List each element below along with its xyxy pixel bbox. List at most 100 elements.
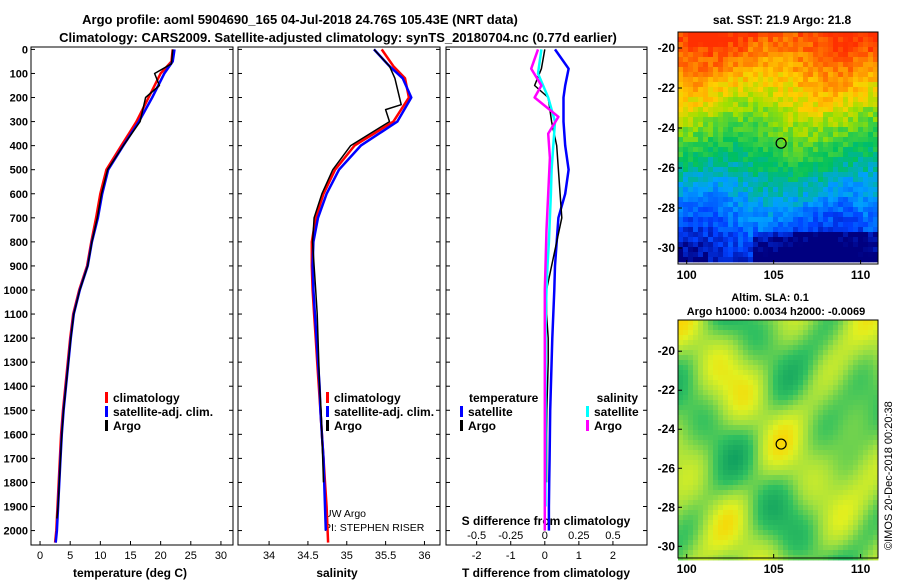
map-cell: [688, 192, 694, 198]
map-cell: [828, 460, 834, 466]
map-cell: [808, 475, 814, 481]
s-tick-label: 0: [542, 530, 548, 542]
map-cell: [793, 355, 799, 361]
map-cell: [828, 365, 834, 371]
map-cell: [848, 162, 854, 168]
map-cell: [858, 212, 864, 218]
map-cell: [688, 32, 694, 38]
map-cell: [743, 147, 749, 153]
map-cell: [863, 450, 869, 456]
map-cell: [738, 370, 744, 376]
map-cell: [708, 72, 714, 78]
map-cell: [783, 77, 789, 83]
map-cell: [773, 137, 779, 143]
map-cell: [738, 420, 744, 426]
map-cell: [678, 92, 684, 98]
map-cell: [783, 420, 789, 426]
map-cell: [683, 67, 689, 73]
map-cell: [853, 395, 859, 401]
map-cell: [718, 147, 724, 153]
map-cell: [873, 515, 879, 521]
map-cell: [808, 425, 814, 431]
map-cell: [718, 485, 724, 491]
map-cell: [708, 430, 714, 436]
map-cell: [768, 212, 774, 218]
map-cell: [788, 340, 794, 346]
map-cell: [703, 77, 709, 83]
map-cell: [678, 540, 684, 546]
map-cell: [858, 380, 864, 386]
map-cell: [778, 172, 784, 178]
map-cell: [773, 192, 779, 198]
map-cell: [748, 47, 754, 53]
map-cell: [873, 385, 879, 391]
map-cell: [788, 330, 794, 336]
map-cell: [703, 52, 709, 58]
map-cell: [798, 460, 804, 466]
map-cell: [798, 252, 804, 258]
map-cell: [758, 32, 764, 38]
map-cell: [738, 350, 744, 356]
map-cell: [793, 242, 799, 248]
map-cell: [798, 187, 804, 193]
map-cell: [718, 415, 724, 421]
map-cell: [823, 490, 829, 496]
map-cell: [863, 330, 869, 336]
map-cell: [788, 420, 794, 426]
map-cell: [798, 495, 804, 501]
map-cell: [703, 405, 709, 411]
map-cell: [688, 162, 694, 168]
legend-swatch-s-satellite: [586, 406, 589, 417]
map-cell: [828, 455, 834, 461]
legend-argo: Argo: [113, 419, 141, 433]
map-cell: [693, 177, 699, 183]
map-cell: [703, 380, 709, 386]
map-cell: [723, 480, 729, 486]
map-cell: [748, 455, 754, 461]
map-cell: [763, 380, 769, 386]
map-cell: [868, 475, 874, 481]
map-cell: [718, 400, 724, 406]
map-cell: [718, 42, 724, 48]
map-cell: [818, 47, 824, 53]
map-cell: [818, 92, 824, 98]
map-cell: [863, 540, 869, 546]
map-cell: [803, 232, 809, 238]
map-cell: [848, 152, 854, 158]
map-cell: [728, 450, 734, 456]
map-cell: [698, 207, 704, 213]
map-cell: [773, 525, 779, 531]
map-cell: [868, 127, 874, 133]
map-cell: [858, 97, 864, 103]
map-cell: [808, 400, 814, 406]
map-cell: [728, 42, 734, 48]
map-cell: [693, 72, 699, 78]
map-cell: [718, 490, 724, 496]
map-cell: [743, 450, 749, 456]
x-tick-label: -2: [472, 550, 482, 562]
map-cell: [843, 460, 849, 466]
map-cell: [723, 525, 729, 531]
map-cell: [703, 435, 709, 441]
map-cell: [708, 440, 714, 446]
map-cell: [798, 430, 804, 436]
map-cell: [853, 445, 859, 451]
map-cell: [718, 375, 724, 381]
map-cell: [838, 490, 844, 496]
map-cell: [838, 32, 844, 38]
map-cell: [833, 550, 839, 556]
map-cell: [693, 410, 699, 416]
map-cell: [763, 500, 769, 506]
map-cell: [733, 52, 739, 58]
map-cell: [738, 87, 744, 93]
map-cell: [713, 445, 719, 451]
map-cell: [738, 355, 744, 361]
map-cell: [723, 117, 729, 123]
map-cell: [718, 435, 724, 441]
map-cell: [808, 217, 814, 223]
map-cell: [698, 147, 704, 153]
map-cell: [778, 207, 784, 213]
map-cell: [728, 500, 734, 506]
map-cell: [783, 212, 789, 218]
map-cell: [748, 152, 754, 158]
